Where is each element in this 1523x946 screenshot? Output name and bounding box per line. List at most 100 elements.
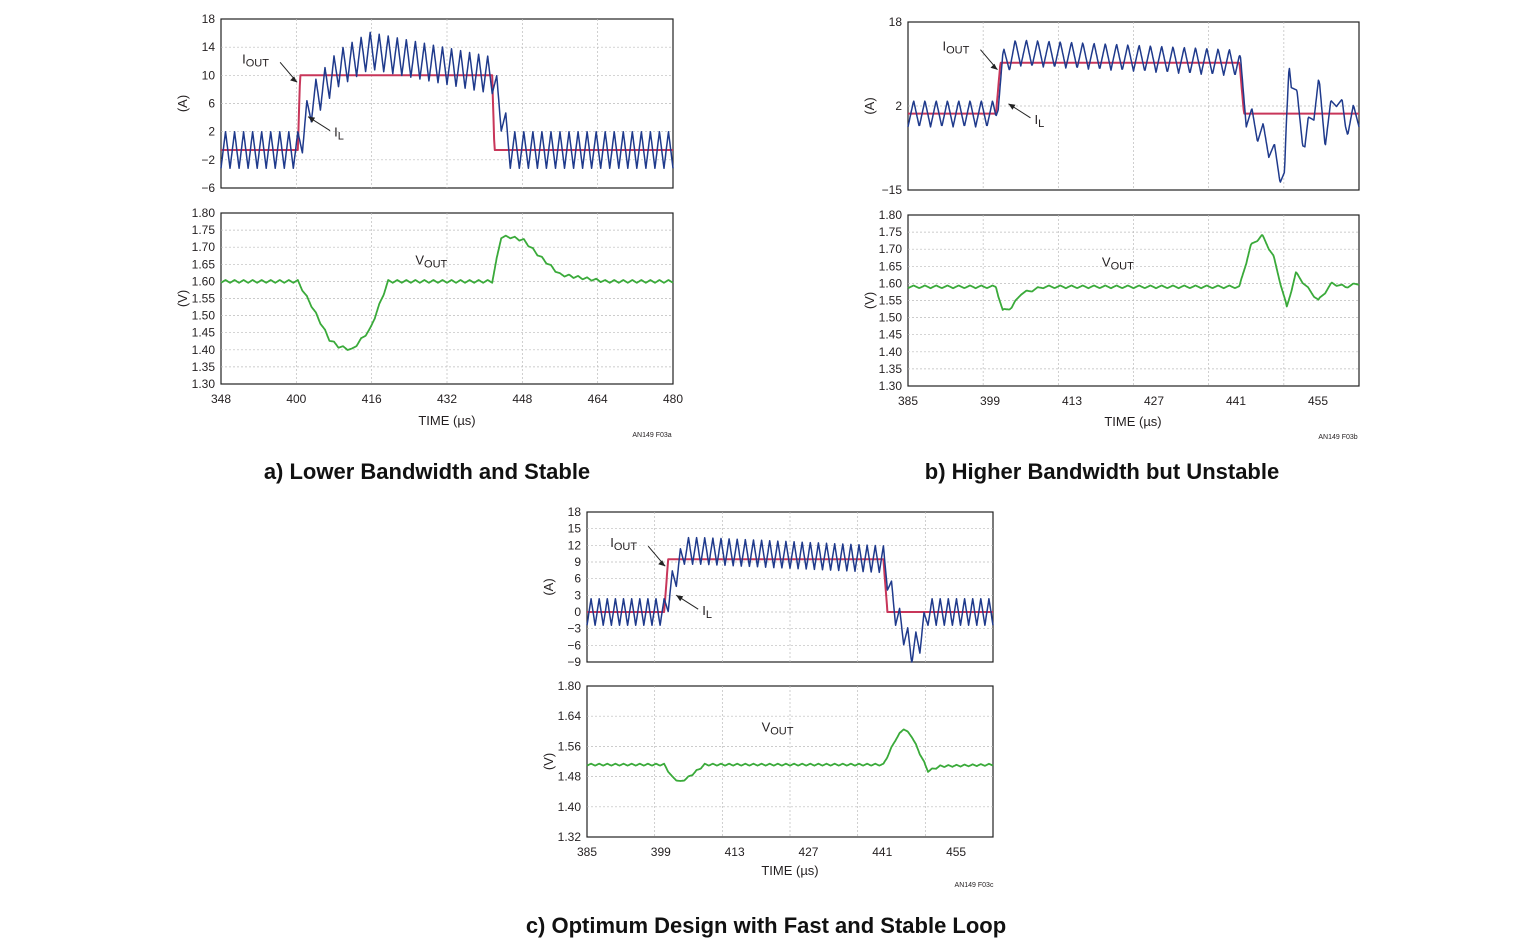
chart-c-x-tick-label: 427 bbox=[798, 845, 818, 859]
chart-c-current-il-series-line bbox=[586, 536, 994, 663]
chart-c-x-tick-label: 413 bbox=[725, 845, 745, 859]
chart-a-voltage-y-tick-label: 1.60 bbox=[192, 274, 216, 288]
chart-c-current-y-tick-label: 9 bbox=[574, 555, 581, 569]
chart-b-voltage-y-tick-label: 1.70 bbox=[879, 242, 903, 256]
chart-c-current-y-tick-label: 3 bbox=[574, 588, 581, 602]
chart-a-vout-label: VOUT bbox=[415, 252, 447, 270]
chart-c-iout-label: IOUT bbox=[610, 535, 637, 553]
chart-b-voltage-y-tick-label: 1.55 bbox=[879, 294, 903, 308]
chart-b-voltage-y-axis-label: (V) bbox=[862, 292, 877, 309]
chart-b-x-axis-title: TIME (µs) bbox=[1104, 414, 1161, 429]
chart-c-voltage-y-tick-label: 1.64 bbox=[558, 709, 582, 723]
chart-a-voltage-vout-series-line bbox=[220, 234, 674, 351]
chart-a-caption: a) Lower Bandwidth and Stable bbox=[264, 459, 590, 484]
chart-a-current-y-tick-label: −2 bbox=[201, 153, 215, 167]
chart-a-current-y-tick-label: 14 bbox=[202, 40, 216, 54]
chart-b-current-y-axis-label: (A) bbox=[862, 97, 877, 114]
chart-b-voltage-y-tick-label: 1.80 bbox=[879, 208, 903, 222]
chart-a-current-y-tick-label: 6 bbox=[208, 97, 215, 111]
chart-b-figure-id: AN149 F03b bbox=[1318, 434, 1357, 441]
chart-a-current-y-tick-label: −6 bbox=[201, 181, 215, 195]
chart-a-voltage-y-tick-label: 1.30 bbox=[192, 377, 216, 391]
chart-a-current-y-axis-label: (A) bbox=[175, 95, 190, 112]
chart-b-iout-label: IOUT bbox=[942, 39, 969, 57]
chart-b-voltage-y-tick-label: 1.75 bbox=[879, 225, 903, 239]
chart-b-voltage-y-tick-label: 1.65 bbox=[879, 259, 903, 273]
chart-a-voltage-y-tick-label: 1.80 bbox=[192, 206, 216, 220]
chart-a-voltage-y-axis-label: (V) bbox=[175, 290, 190, 307]
chart-c-figure-id: AN149 F03c bbox=[955, 882, 994, 889]
chart-b-x-tick-label: 385 bbox=[898, 394, 918, 408]
chart-b-x-tick-label: 441 bbox=[1226, 394, 1246, 408]
chart-b-caption: b) Higher Bandwidth but Unstable bbox=[925, 459, 1279, 484]
chart-b-vout-label: VOUT bbox=[1102, 254, 1134, 272]
chart-b-current-il-series-line bbox=[907, 39, 1360, 183]
chart-b-x-tick-label: 399 bbox=[980, 394, 1000, 408]
chart-c-x-tick-label: 385 bbox=[577, 845, 597, 859]
chart-b-voltage-y-tick-label: 1.35 bbox=[879, 362, 903, 376]
chart-b-current-y-tick-label: 2 bbox=[895, 99, 902, 113]
chart-a-x-tick-label: 416 bbox=[362, 392, 382, 406]
chart-c-current-y-axis-label: (A) bbox=[541, 578, 556, 595]
chart-c-current-y-tick-label: −6 bbox=[567, 638, 581, 652]
chart-a-voltage-y-tick-label: 1.75 bbox=[192, 223, 216, 237]
chart-a-figure-id: AN149 F03a bbox=[632, 432, 671, 439]
chart-a-voltage-y-tick-label: 1.50 bbox=[192, 309, 216, 323]
chart-b-voltage-vout-series-line bbox=[907, 234, 1360, 311]
chart-c-iout-arrowhead bbox=[658, 560, 666, 567]
chart-b-il-label: IL bbox=[1034, 112, 1044, 130]
chart-a-voltage-y-tick-label: 1.55 bbox=[192, 292, 216, 306]
chart-c-x-tick-label: 441 bbox=[872, 845, 892, 859]
chart-c-x-axis-title: TIME (µs) bbox=[761, 863, 818, 878]
chart-a-current-y-tick-label: 10 bbox=[202, 68, 216, 82]
chart-c-voltage-y-tick-label: 1.32 bbox=[558, 830, 582, 844]
chart-a-il-arrowhead bbox=[308, 116, 316, 123]
chart-c-voltage-y-tick-label: 1.40 bbox=[558, 800, 582, 814]
chart-b-x-tick-label: 455 bbox=[1308, 394, 1328, 408]
chart-b-voltage-y-tick-label: 1.50 bbox=[879, 311, 903, 325]
chart-a-voltage-y-tick-label: 1.45 bbox=[192, 326, 216, 340]
chart-c-current-y-tick-label: −9 bbox=[567, 655, 581, 669]
chart-a-current-y-tick-label: 2 bbox=[208, 125, 215, 139]
chart-c: 18 15 12 9 6 3 0 −3 −6 −9 (A) 1.80 1.64 1.56 1.48 1.40 1… bbox=[526, 505, 1006, 938]
chart-a-x-tick-label: 480 bbox=[663, 392, 683, 406]
chart-a-x-tick-label: 400 bbox=[286, 392, 306, 406]
chart-c-current-y-tick-label: 0 bbox=[574, 605, 581, 619]
chart-c-voltage-y-tick-label: 1.48 bbox=[558, 770, 582, 784]
chart-a-iout-arrowhead bbox=[290, 76, 298, 83]
chart-a-x-tick-label: 464 bbox=[588, 392, 608, 406]
chart-a-current-il-series-line bbox=[220, 31, 674, 170]
chart-a-x-tick-label: 432 bbox=[437, 392, 457, 406]
chart-b-current-y-tick-label: −15 bbox=[882, 183, 903, 197]
chart-b-x-tick-label: 427 bbox=[1144, 394, 1164, 408]
chart-b-current-iout-series-line bbox=[907, 61, 1360, 115]
chart-c-voltage-vout-series-line bbox=[586, 728, 994, 782]
chart-b-voltage-y-tick-label: 1.45 bbox=[879, 328, 903, 342]
chart-c-voltage-y-tick-label: 1.56 bbox=[558, 739, 582, 753]
chart-b-voltage-y-tick-label: 1.60 bbox=[879, 276, 903, 290]
chart-a-voltage-y-tick-label: 1.40 bbox=[192, 343, 216, 357]
chart-b: 18 2 −15 (A) 1.80 1.75 1.70 1.65 1.60 1.55 1.50 1.4… bbox=[862, 15, 1360, 484]
chart-b-voltage-y-tick-label: 1.30 bbox=[879, 379, 903, 393]
chart-a-voltage-y-tick-label: 1.70 bbox=[192, 240, 216, 254]
chart-c-current-y-tick-label: 12 bbox=[568, 538, 582, 552]
chart-c-current-y-tick-label: 15 bbox=[568, 522, 582, 536]
chart-a-x-axis-title: TIME (µs) bbox=[418, 413, 475, 428]
chart-c-current-y-tick-label: 6 bbox=[574, 572, 581, 586]
chart-c-vout-label: VOUT bbox=[762, 719, 794, 737]
chart-b-voltage-y-tick-label: 1.40 bbox=[879, 345, 903, 359]
chart-a-x-tick-label: 348 bbox=[211, 392, 231, 406]
chart-a-x-tick-label: 448 bbox=[512, 392, 532, 406]
chart-b-x-tick-label: 413 bbox=[1062, 394, 1082, 408]
chart-c-il-label: IL bbox=[702, 603, 712, 621]
chart-c-x-tick-label: 399 bbox=[651, 845, 671, 859]
chart-c-x-tick-label: 455 bbox=[946, 845, 966, 859]
chart-a-il-label: IL bbox=[334, 125, 344, 143]
chart-a: 18 14 10 6 2 −2 −6 (A) 1.80 1.75 1.70 1.65 1.60 1.55 1… bbox=[175, 12, 683, 484]
chart-a-voltage-y-tick-label: 1.35 bbox=[192, 360, 216, 374]
chart-c-il-arrowhead bbox=[676, 595, 684, 602]
chart-c-voltage-y-tick-label: 1.80 bbox=[558, 679, 582, 693]
chart-c-caption: c) Optimum Design with Fast and Stable L… bbox=[526, 913, 1006, 938]
chart-c-current-y-tick-label: 18 bbox=[568, 505, 582, 519]
